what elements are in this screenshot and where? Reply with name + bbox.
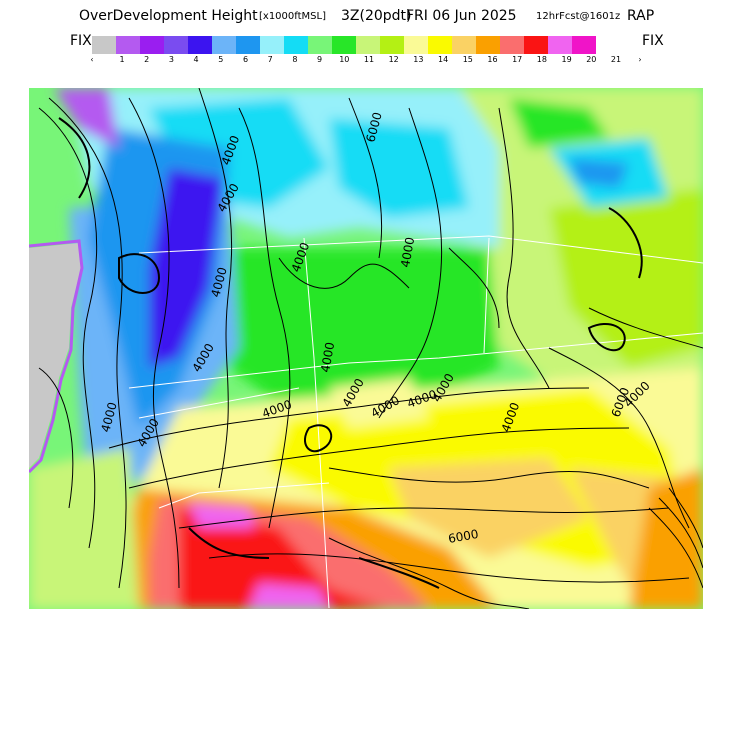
field-region <box>189 503 254 528</box>
scale-label: 15 <box>462 55 473 64</box>
scale-label: 20 <box>586 55 597 64</box>
field-region <box>179 508 389 609</box>
color-swatch-17 <box>500 36 524 54</box>
fix-left-label: FIX <box>70 33 92 49</box>
model-label: RAP <box>627 8 655 24</box>
scale-label: 19 <box>561 55 572 64</box>
chart-title: OverDevelopment Height <box>79 8 258 24</box>
contour-label: 6000 <box>447 527 480 546</box>
color-swatch-13 <box>404 36 428 54</box>
run-time-label: 3Z(20pdt) <box>341 8 412 24</box>
color-swatch-12 <box>380 36 404 54</box>
color-swatch-6 <box>236 36 260 54</box>
color-swatch-9 <box>308 36 332 54</box>
color-swatch-14 <box>428 36 452 54</box>
color-scale-labels: ‹ › 1 2 3 4 5 6 7 8 9 10 11 12 13 14 15 16 17 18 19 20 21 <box>80 55 660 67</box>
scale-label: 1 <box>119 55 125 64</box>
scale-left-arrow: ‹ <box>90 55 94 64</box>
state-boundaries <box>128 235 703 609</box>
field-region <box>389 458 589 558</box>
contour-lines-bold <box>58 117 643 589</box>
color-swatch-19 <box>548 36 572 54</box>
fix-right-label: FIX <box>642 33 664 49</box>
color-swatch-10 <box>332 36 356 54</box>
field-region <box>54 88 119 148</box>
color-swatch-15 <box>452 36 476 54</box>
scale-label: 7 <box>267 55 273 64</box>
color-swatch-20 <box>572 36 596 54</box>
ocean-fix-area <box>29 243 81 468</box>
scale-label: 14 <box>438 55 449 64</box>
scale-label: 2 <box>144 55 150 64</box>
field-region <box>329 378 429 428</box>
color-swatch-18 <box>524 36 548 54</box>
scale-label: 10 <box>339 55 350 64</box>
field-region <box>149 168 224 368</box>
field-region <box>549 188 703 368</box>
scale-label: 13 <box>413 55 424 64</box>
chart-title-row: OverDevelopment Height [x1000ftMSL] 3Z(2… <box>0 8 734 28</box>
scale-label: 6 <box>242 55 249 64</box>
field-region <box>509 98 609 148</box>
color-swatch-7 <box>260 36 284 54</box>
field-region <box>249 583 329 609</box>
scale-label: 3 <box>168 55 174 64</box>
field-region <box>229 248 499 418</box>
color-swatch-2 <box>140 36 164 54</box>
field-region <box>629 468 703 609</box>
scale-label: 12 <box>388 55 399 64</box>
contour-label: 4000 <box>398 236 417 269</box>
color-swatch-5 <box>212 36 236 54</box>
color-swatch-4 <box>188 36 212 54</box>
scale-label: 21 <box>610 55 622 64</box>
field-region <box>29 448 139 609</box>
valid-date-label: FRI 06 Jun 2025 <box>406 8 517 24</box>
units-label: [x1000ftMSL] <box>259 11 326 22</box>
scale-label: 17 <box>512 55 523 64</box>
color-swatch-8 <box>284 36 308 54</box>
field-region <box>329 118 469 218</box>
color-swatch-11 <box>356 36 380 54</box>
scale-right-arrow: › <box>638 55 642 64</box>
forecast-hour-label: 12hrFcst@1601z <box>536 11 621 22</box>
contour-lines <box>38 88 703 609</box>
color-swatch-0 <box>92 36 116 54</box>
scale-label: 9 <box>317 55 323 64</box>
color-scale-bar <box>92 36 644 54</box>
scale-label: 11 <box>363 55 375 64</box>
contour-label: 4000 <box>318 341 337 374</box>
scale-label: 5 <box>218 55 224 64</box>
color-swatch-16 <box>476 36 500 54</box>
scale-label: 4 <box>193 55 199 64</box>
field-region <box>569 158 629 188</box>
scale-label: 18 <box>536 55 547 64</box>
scale-label: 16 <box>487 55 498 64</box>
color-swatch-3 <box>164 36 188 54</box>
color-swatch-1 <box>116 36 140 54</box>
ocean-fix-border <box>29 239 84 474</box>
scale-label: 8 <box>292 55 298 64</box>
